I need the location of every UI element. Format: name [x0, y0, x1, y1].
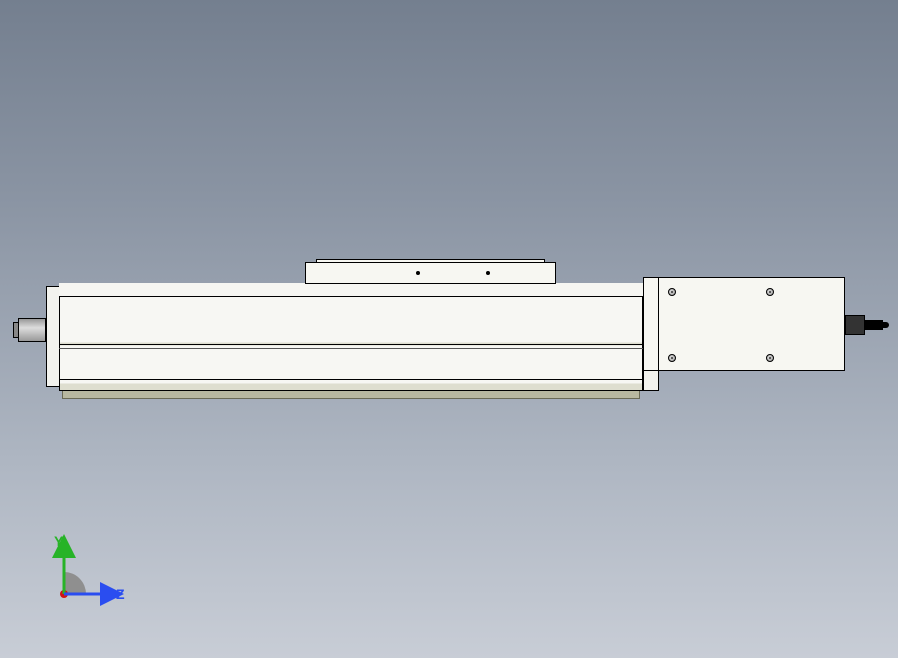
motor-step — [643, 371, 659, 391]
shaft-left — [18, 318, 46, 342]
carriage-hole — [486, 271, 490, 275]
model-linear-actuator — [0, 0, 898, 658]
rail-groove — [59, 379, 643, 380]
connector-tip — [883, 322, 889, 328]
rail-base — [62, 391, 640, 399]
endcap-left — [46, 286, 60, 387]
rail-body — [59, 283, 643, 391]
rail-top-strip — [59, 283, 643, 297]
connector-body — [845, 315, 865, 335]
axis-y-label: Y — [54, 533, 64, 549]
orientation-triad[interactable]: Y Z — [44, 534, 134, 614]
axis-z-label: Z — [116, 586, 125, 602]
screw-icon — [668, 354, 676, 362]
motor-seam — [658, 277, 659, 371]
screw-icon — [766, 288, 774, 296]
cad-viewport[interactable]: Y Z — [0, 0, 898, 658]
screw-icon — [668, 288, 676, 296]
screw-icon — [766, 354, 774, 362]
connector-cable — [865, 320, 883, 330]
rail-groove — [59, 344, 643, 345]
carriage-hole — [416, 271, 420, 275]
triad-icon: Y Z — [44, 534, 134, 614]
carriage — [305, 262, 556, 284]
rail-groove — [59, 348, 643, 349]
